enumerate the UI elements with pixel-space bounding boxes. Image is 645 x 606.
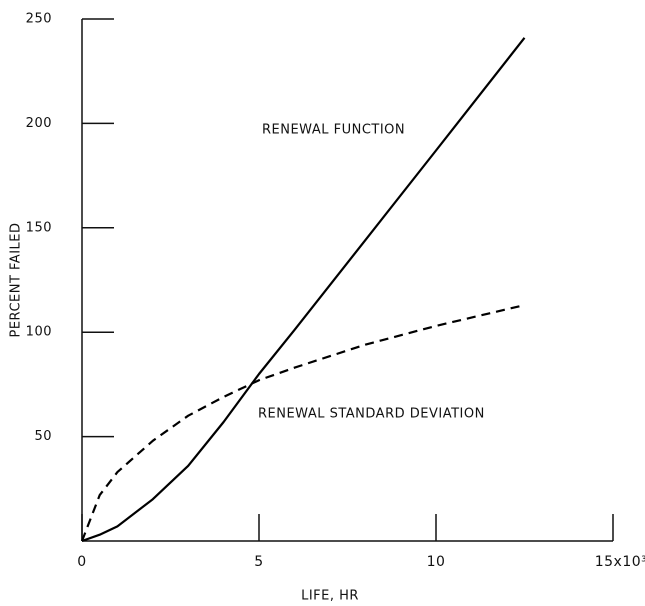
x-axis-label: LIFE, HR xyxy=(301,589,359,604)
y-tick-label: 50 xyxy=(34,429,52,444)
y-tick-label: 200 xyxy=(26,116,52,131)
annotation: RENEWAL STANDARD DEVIATION xyxy=(258,407,485,422)
x-tick-label: 5 xyxy=(254,554,263,570)
line-series xyxy=(81,37,526,543)
annotation: RENEWAL FUNCTION xyxy=(262,123,405,138)
x-tick-label: 10 xyxy=(427,554,446,570)
y-tick-label: 250 xyxy=(26,12,52,27)
y-axis-label: PERCENT FAILED xyxy=(9,222,24,337)
y-tick-label: 100 xyxy=(26,325,52,340)
y-tick-label: 150 xyxy=(26,220,52,235)
x-tick-label: 0 xyxy=(77,554,86,570)
x-tick-label: 15x10³ xyxy=(595,554,645,570)
line-series xyxy=(80,304,525,542)
